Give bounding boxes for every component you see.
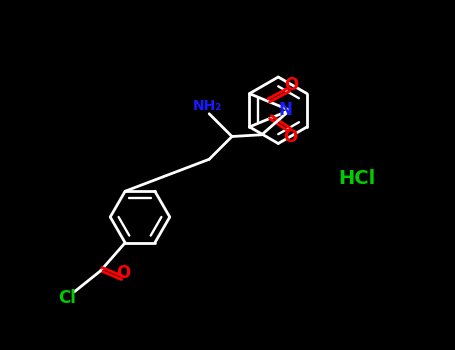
Text: Cl: Cl xyxy=(58,289,76,307)
Text: O: O xyxy=(283,128,298,147)
Text: HCl: HCl xyxy=(339,169,376,188)
Text: O: O xyxy=(116,264,131,282)
Text: N: N xyxy=(278,101,293,119)
Text: NH₂: NH₂ xyxy=(193,99,222,113)
Text: O: O xyxy=(284,76,298,94)
